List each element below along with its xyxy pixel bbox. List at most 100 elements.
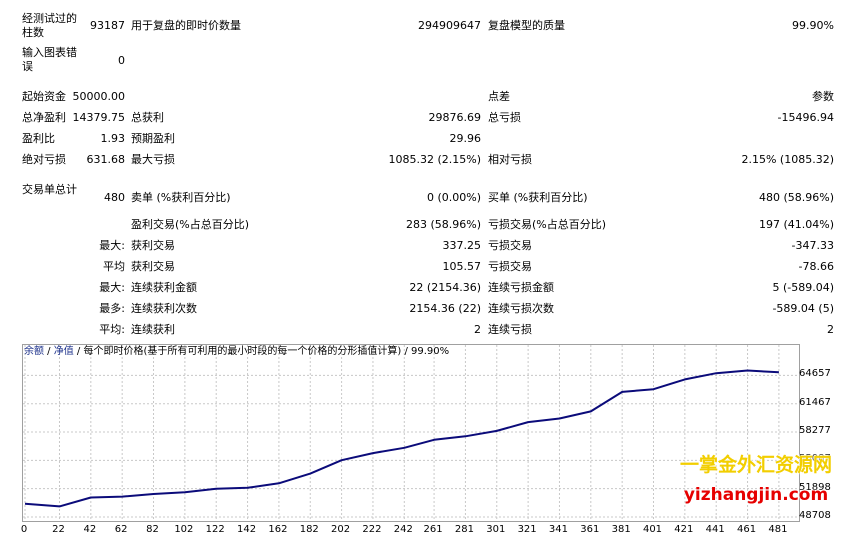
watermark-cn: 一掌金外汇资源网: [679, 454, 832, 476]
max-consecutive-profit-value: 2154.36 (22): [409, 302, 481, 315]
x-tick-label: 421: [674, 524, 694, 535]
average-loss-value: -78.66: [798, 260, 834, 273]
x-tick-label: 102: [174, 524, 194, 535]
balance-chart: [22, 344, 800, 522]
bars-tested-label: 经测试过的柱数: [22, 12, 77, 39]
largest-profit-label: 获利交易: [131, 239, 175, 252]
header-separator: /: [73, 346, 84, 357]
largest-profit-value: 337.25: [442, 239, 482, 252]
gross-profit-value: 29876.69: [428, 111, 482, 124]
spread-value: 参数: [812, 90, 834, 103]
initial-deposit-label: 起始资金: [22, 90, 66, 103]
balance-link[interactable]: 余额: [24, 346, 44, 357]
x-tick-label: 461: [737, 524, 757, 535]
y-tick-label: 51898: [799, 481, 831, 493]
x-tick-label: 142: [237, 524, 257, 535]
x-tick-label: 481: [768, 524, 788, 535]
ticks-label: 用于复盘的即时价数量: [131, 19, 241, 32]
header-separator: /: [401, 346, 412, 357]
avg-consecutive-prefix: 平均:: [99, 323, 125, 336]
max-consecutive-losses-label: 连续亏损金额: [488, 281, 554, 294]
gross-profit-label: 总获利: [131, 111, 164, 124]
rel-drawdown-label: 相对亏损: [488, 153, 532, 166]
x-tick-label: 381: [611, 524, 631, 535]
x-tick-label: 321: [517, 524, 537, 535]
x-tick-label: 82: [146, 524, 159, 535]
gross-loss-label: 总亏损: [488, 111, 521, 124]
spread-label: 点差: [488, 90, 510, 103]
max-consecutive-loss-value: -589.04 (5): [772, 302, 834, 315]
x-tick-label: 62: [114, 524, 128, 535]
y-tick-label: 48708: [799, 510, 831, 521]
total-trades-value: 480: [104, 191, 125, 204]
x-tick-label: 22: [52, 524, 65, 535]
max-consecutive-loss-label: 连续亏损次数: [488, 302, 554, 315]
y-tick-label: 61467: [799, 396, 831, 408]
chart-errors-label: 输入图表错误: [22, 46, 77, 73]
watermark: 一掌金外汇资源网 yizhangjin.com: [676, 452, 836, 506]
max-drawdown-value: 1085.32 (2.15%): [388, 153, 481, 166]
x-tick-label: 162: [268, 524, 288, 535]
profit-factor-label: 盈利比: [22, 132, 55, 145]
quality-label: 复盘模型的质量: [488, 19, 565, 32]
model-description: 每个即时价格(基于所有可利用的最小时段的每一个价格的分形插值计算): [83, 346, 402, 357]
abs-drawdown-label: 绝对亏损: [22, 153, 66, 166]
y-tick-label: 58277: [799, 425, 831, 437]
largest-loss-label: 亏损交易: [488, 239, 532, 252]
net-profit-value: 14379.75: [72, 111, 126, 124]
x-tick-label: 281: [454, 524, 474, 535]
equity-link[interactable]: 净值: [53, 346, 74, 357]
quality-value: 99.90%: [792, 19, 834, 32]
largest-loss-value: -347.33: [791, 239, 834, 252]
x-tick-label: 361: [580, 524, 600, 535]
chart-header: 余额 / 净值 / 每个即时价格(基于所有可利用的最小时段的每一个价格的分形插值…: [24, 345, 449, 359]
x-tick-label: 202: [331, 524, 351, 535]
largest-prefix: 最大:: [99, 239, 125, 252]
x-tick-label: 42: [83, 524, 97, 535]
avg-consecutive-wins-label: 连续获利: [131, 323, 175, 336]
chart-errors-value: 0: [118, 54, 125, 67]
short-trades-value: 0 (0.00%): [426, 191, 481, 204]
x-tick-label: 261: [423, 524, 443, 535]
net-profit-label: 总净盈利: [22, 111, 66, 124]
average-profit-label: 获利交易: [131, 260, 175, 273]
loss-trades-value: 197 (41.04%): [758, 218, 834, 231]
ticks-value: 294909647: [418, 19, 481, 32]
average-profit-value: 105.57: [442, 260, 482, 273]
y-tick-label: 64657: [799, 368, 831, 380]
max-drawdown-label: 最大亏损: [131, 153, 175, 166]
avg-consecutive-wins-value: 2: [474, 323, 481, 336]
avg-consecutive-losses-value: 2: [827, 323, 834, 336]
initial-deposit-value: 50000.00: [72, 90, 126, 103]
y-tick-label: 55087: [799, 453, 831, 465]
balance-chart-svg: [23, 345, 799, 521]
x-tick-label: 441: [705, 524, 725, 535]
x-tick-label: 182: [299, 524, 319, 535]
watermark-en: yizhangjin.com: [683, 485, 829, 505]
x-tick-label: 0: [20, 524, 28, 535]
abs-drawdown-value: 631.68: [86, 153, 126, 166]
profit-factor-value: 1.93: [100, 132, 126, 145]
max-consecutive-profit-label: 连续获利次数: [131, 302, 197, 315]
profit-trades-label: 盈利交易(%占总百分比): [131, 218, 250, 231]
total-trades-label: 交易单总计: [22, 183, 77, 196]
max-consecutive-prefix: 最大:: [99, 281, 125, 294]
expected-payoff-label: 预期盈利: [131, 132, 175, 145]
max-consecutive-losses-value: 5 (-589.04): [772, 281, 834, 294]
x-tick-label: 222: [362, 524, 382, 535]
gross-loss-value: -15496.94: [777, 111, 834, 124]
average-loss-label: 亏损交易: [488, 260, 532, 273]
rel-drawdown-value: 2.15% (1085.32): [741, 153, 834, 166]
max-consecutive-wins-value: 22 (2154.36): [409, 281, 481, 294]
profit-trades-value: 283 (58.96%): [405, 218, 481, 231]
balance-line: [24, 369, 779, 508]
long-trades-value: 480 (58.96%): [758, 191, 834, 204]
x-tick-label: 301: [486, 524, 506, 535]
average-prefix: 平均: [103, 260, 125, 273]
avg-consecutive-losses-label: 连续亏损: [488, 323, 532, 336]
x-tick-label: 122: [205, 524, 225, 535]
loss-trades-label: 亏损交易(%占总百分比): [488, 218, 607, 231]
model-quality: 99.90%: [411, 346, 450, 357]
max-consecutive-amount-prefix: 最多:: [99, 302, 125, 315]
x-tick-label: 341: [548, 524, 568, 535]
